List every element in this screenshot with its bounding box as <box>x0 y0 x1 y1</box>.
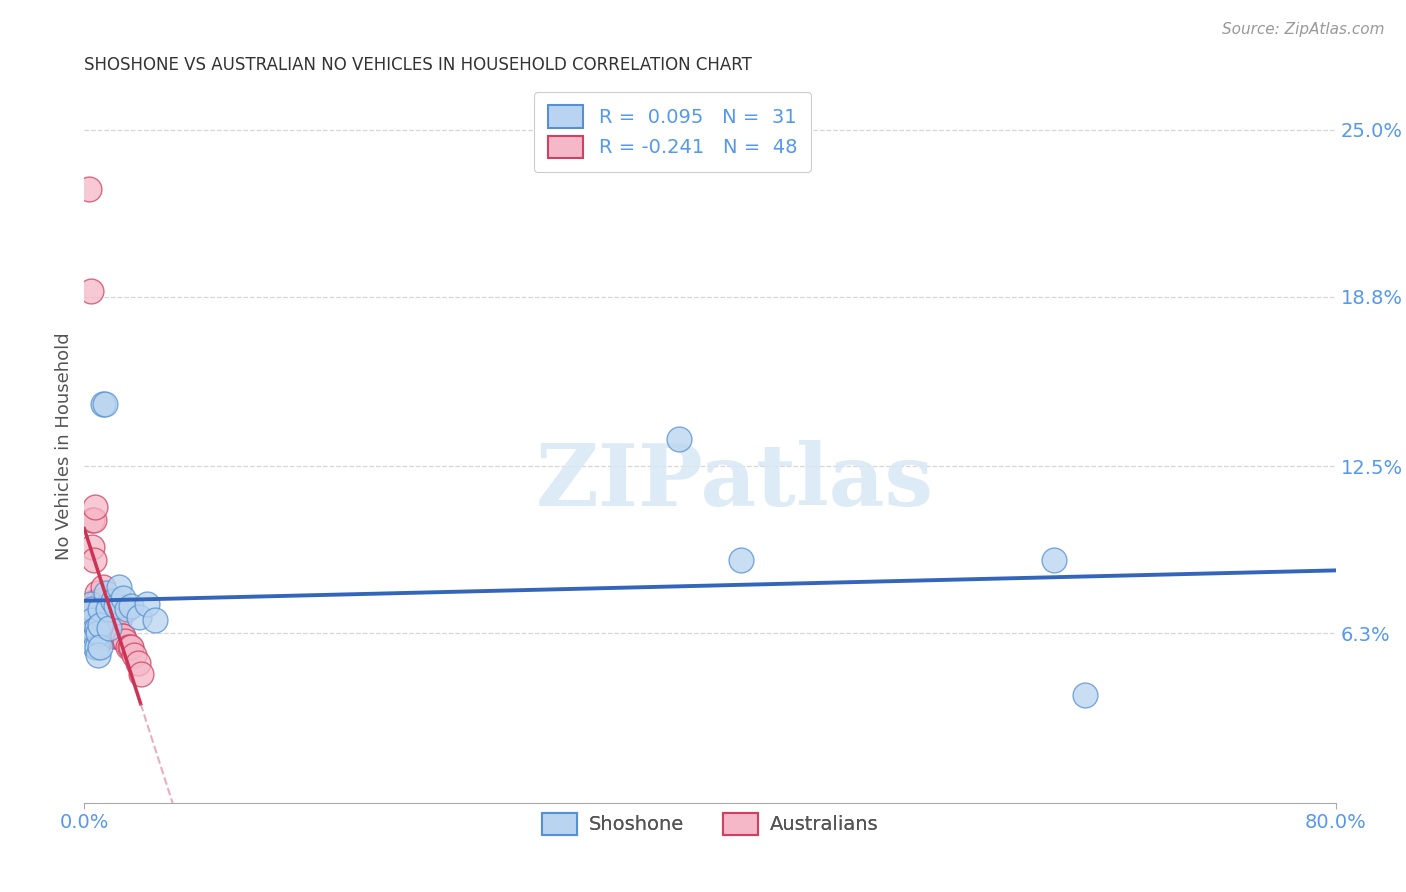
Point <box>82 513 104 527</box>
Point <box>104 599 127 614</box>
Point <box>87 626 110 640</box>
Point <box>82 613 104 627</box>
Point <box>107 613 129 627</box>
Point <box>82 621 104 635</box>
Point <box>82 540 104 554</box>
Point <box>82 602 104 616</box>
Point <box>120 640 142 654</box>
Point <box>107 629 129 643</box>
Point <box>112 629 135 643</box>
Point <box>98 613 121 627</box>
Point <box>86 640 108 654</box>
Point <box>98 626 121 640</box>
Text: Source: ZipAtlas.com: Source: ZipAtlas.com <box>1222 22 1385 37</box>
Point <box>89 629 111 643</box>
Point <box>83 513 105 527</box>
Point <box>83 553 105 567</box>
Point <box>143 613 166 627</box>
Point <box>112 591 135 606</box>
Point <box>127 656 149 670</box>
Point <box>101 594 124 608</box>
Point <box>98 621 121 635</box>
Text: ZIPatlas: ZIPatlas <box>536 440 934 524</box>
Point <box>90 613 112 627</box>
Point <box>103 621 125 635</box>
Point <box>117 640 139 654</box>
Point <box>100 621 122 635</box>
Point <box>1043 553 1066 567</box>
Point <box>115 602 138 616</box>
Point <box>91 580 114 594</box>
Point <box>97 602 120 616</box>
Point <box>96 613 118 627</box>
Legend: Shoshone, Australians: Shoshone, Australians <box>534 805 886 843</box>
Point <box>89 613 111 627</box>
Point <box>86 586 108 600</box>
Point <box>118 640 141 654</box>
Point <box>84 640 107 654</box>
Point <box>96 602 118 616</box>
Point <box>84 500 107 514</box>
Point <box>77 182 100 196</box>
Point <box>90 594 112 608</box>
Text: SHOSHONE VS AUSTRALIAN NO VEHICLES IN HOUSEHOLD CORRELATION CHART: SHOSHONE VS AUSTRALIAN NO VEHICLES IN HO… <box>84 56 752 74</box>
Point <box>114 634 136 648</box>
Point <box>83 624 105 638</box>
Point <box>129 666 152 681</box>
Point <box>668 432 690 446</box>
Point <box>101 629 124 643</box>
Point <box>97 621 120 635</box>
Point <box>87 613 110 627</box>
Point <box>89 602 111 616</box>
Point <box>107 580 129 594</box>
Point <box>1074 688 1097 702</box>
Point <box>87 594 110 608</box>
Point <box>96 586 118 600</box>
Point <box>84 594 107 608</box>
Point <box>86 599 108 614</box>
Point <box>87 624 110 638</box>
Point <box>93 626 115 640</box>
Point <box>104 629 127 643</box>
Point <box>84 629 107 643</box>
Point <box>79 597 101 611</box>
Point <box>128 610 150 624</box>
Point <box>84 613 107 627</box>
Point <box>93 397 115 411</box>
Point <box>136 597 159 611</box>
Point <box>124 648 146 662</box>
Point <box>120 599 142 614</box>
Point <box>730 553 752 567</box>
Point <box>86 621 108 635</box>
Point <box>79 284 101 298</box>
Point <box>87 648 110 662</box>
Point <box>91 397 114 411</box>
Y-axis label: No Vehicles in Household: No Vehicles in Household <box>55 332 73 560</box>
Point <box>111 629 134 643</box>
Point <box>105 621 128 635</box>
Point <box>89 640 111 654</box>
Point <box>91 621 114 635</box>
Point <box>86 621 108 635</box>
Point <box>89 618 111 632</box>
Point <box>79 621 101 635</box>
Point <box>89 602 111 616</box>
Point <box>93 613 115 627</box>
Point <box>97 602 120 616</box>
